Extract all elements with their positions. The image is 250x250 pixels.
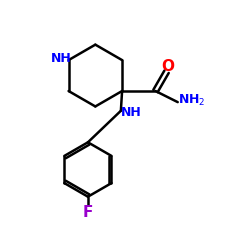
Text: O: O xyxy=(161,59,174,74)
Text: NH: NH xyxy=(51,52,72,65)
Text: NH$_2$: NH$_2$ xyxy=(178,93,206,108)
Text: NH: NH xyxy=(121,106,142,118)
Text: F: F xyxy=(83,205,93,220)
